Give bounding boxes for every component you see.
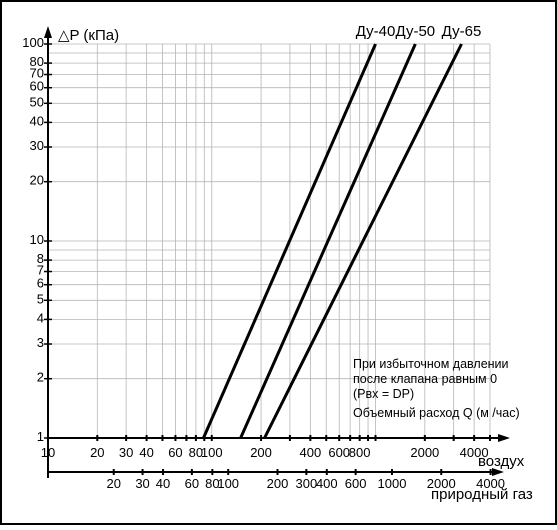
y-tick-label: 80 bbox=[30, 54, 44, 69]
y-tick-label: 6 bbox=[37, 276, 44, 291]
x-secondary-tick-label: 4000 bbox=[476, 476, 505, 491]
note-line-2: после клапана равным 0 bbox=[353, 372, 497, 386]
note-line-3: (Pвх = DP) bbox=[353, 387, 414, 401]
x-secondary-tick-label: 40 bbox=[156, 476, 170, 491]
x-primary-tick-label: 20 bbox=[90, 445, 104, 460]
y-axis-title: △P (кПа) bbox=[58, 27, 119, 44]
y-tick-label: 70 bbox=[30, 66, 44, 81]
axes bbox=[44, 26, 510, 478]
series-lines bbox=[202, 43, 463, 439]
y-tick-label: 5 bbox=[37, 291, 44, 306]
x-secondary-tick-label: 30 bbox=[135, 476, 149, 491]
x-secondary-tick-label: 400 bbox=[316, 476, 338, 491]
series-line-2 bbox=[239, 43, 417, 439]
x-primary-axis-label: воздух bbox=[478, 453, 525, 470]
x-primary-tick-label: 400 bbox=[300, 445, 322, 460]
x-primary-tick-label: 60 bbox=[168, 445, 182, 460]
series-line-1 bbox=[202, 43, 377, 439]
y-tick-label: 8 bbox=[37, 251, 44, 266]
x-secondary-axis-arrow bbox=[492, 468, 504, 476]
x-secondary-tick-label: 20 bbox=[107, 476, 121, 491]
y-tick-label: 3 bbox=[37, 335, 44, 350]
series-label-3: Ду-65 bbox=[442, 23, 482, 40]
x-primary-tick-label: 2000 bbox=[410, 445, 439, 460]
y-tick-label: 10 bbox=[30, 232, 44, 247]
x-primary-tick-label: 30 bbox=[119, 445, 133, 460]
x-secondary-tick-label: 300 bbox=[295, 476, 317, 491]
series-label-1: Ду-40 bbox=[356, 23, 396, 40]
y-tick-label: 40 bbox=[30, 113, 44, 128]
x-secondary-tick-label: 60 bbox=[185, 476, 199, 491]
y-tick-label: 60 bbox=[30, 79, 44, 94]
x-primary-tick-label: 100 bbox=[201, 445, 223, 460]
x-secondary-tick-label: 80 bbox=[205, 476, 219, 491]
note-line-4: Объемный расход Q (м /час) bbox=[353, 406, 520, 420]
x-primary-tick-label: 4000 bbox=[460, 445, 489, 460]
x-secondary-tick-label: 100 bbox=[217, 476, 239, 491]
x-secondary-tick-label: 200 bbox=[267, 476, 289, 491]
y-tick-label: 50 bbox=[30, 94, 44, 109]
x-primary-axis-arrow bbox=[498, 434, 510, 442]
x-secondary-tick-label: 1000 bbox=[378, 476, 407, 491]
x-primary-tick-label: 80 bbox=[189, 445, 203, 460]
y-tick-label: 2 bbox=[37, 370, 44, 385]
y-axis-arrow bbox=[44, 26, 52, 38]
y-tick-label: 30 bbox=[30, 138, 44, 153]
x-primary-tick-label: 200 bbox=[250, 445, 272, 460]
x-secondary-tick-label: 600 bbox=[345, 476, 367, 491]
y-tick-label: 20 bbox=[30, 173, 44, 188]
series-label-2: Ду-50 bbox=[395, 23, 435, 40]
series-line-3 bbox=[263, 43, 463, 439]
x-secondary-axis-label: природный газ bbox=[431, 486, 533, 503]
y-tick-label: 100 bbox=[22, 35, 44, 50]
x-primary-tick-label: 10 bbox=[41, 445, 55, 460]
x-secondary-tick-label: 2000 bbox=[427, 476, 456, 491]
y-tick-label: 7 bbox=[37, 263, 44, 278]
note-line-1: При избыточном давлении bbox=[353, 357, 509, 371]
x-primary-tick-label: 600 bbox=[328, 445, 350, 460]
y-tick-label: 4 bbox=[37, 310, 44, 325]
y-tick-label: 1 bbox=[37, 429, 44, 444]
x-primary-tick-label: 800 bbox=[349, 445, 371, 460]
x-primary-tick-label: 40 bbox=[139, 445, 153, 460]
